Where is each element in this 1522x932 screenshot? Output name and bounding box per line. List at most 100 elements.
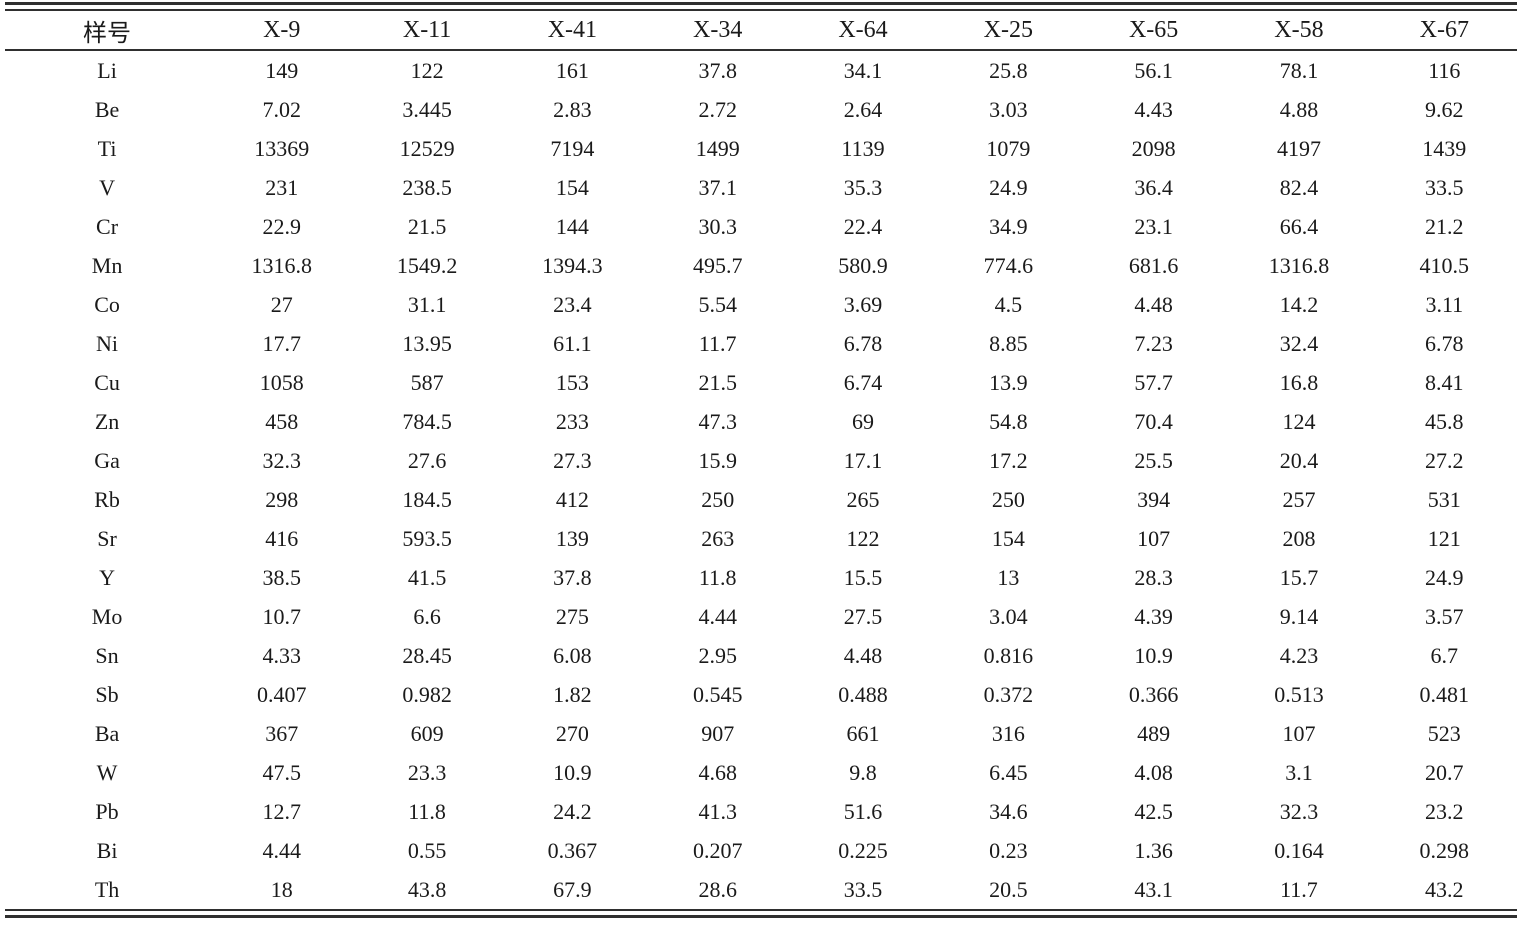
table-row: Ti 13369 12529 7194 1499 1139 1079 2098 4197 1439 <box>5 129 1517 168</box>
value-cell: 4.5 <box>994 291 1023 317</box>
value-cell: 61.1 <box>553 330 592 356</box>
value-cell: 41.5 <box>407 564 447 590</box>
element-label: Sr <box>97 525 117 551</box>
value-cell: 2.83 <box>553 96 592 122</box>
value-cell: 107 <box>1282 720 1316 746</box>
value-cell: 34.6 <box>989 798 1028 824</box>
value-cell: 4.33 <box>262 642 302 668</box>
value-cell: 263 <box>701 525 735 551</box>
value-cell: 124 <box>1282 408 1316 434</box>
value-cell: 9.62 <box>1425 96 1464 122</box>
element-label: Ga <box>94 447 120 473</box>
value-cell: 22.4 <box>843 213 883 239</box>
value-cell: 4197 <box>1276 135 1321 161</box>
value-cell: 35.3 <box>843 174 883 200</box>
value-cell: 4.48 <box>1134 291 1173 317</box>
element-label: Pb <box>95 798 119 824</box>
value-cell: 16.8 <box>1279 369 1319 395</box>
element-label: Co <box>94 291 120 317</box>
element-label: Zn <box>94 408 120 434</box>
value-cell: 21.5 <box>407 213 447 239</box>
value-cell: 2.64 <box>843 96 883 122</box>
value-cell: 37.1 <box>698 174 737 200</box>
value-cell: 7.02 <box>262 96 302 122</box>
value-cell: 37.8 <box>698 57 737 83</box>
value-cell: 661 <box>846 720 880 746</box>
value-cell: 3.11 <box>1425 291 1464 317</box>
value-cell: 10.9 <box>1134 642 1173 668</box>
value-cell: 28.6 <box>698 876 737 902</box>
table-row: V 231 238.5 154 37.1 35.3 24.9 36.4 82.4 33.5 <box>5 168 1517 207</box>
table-row: Th 18 43.8 67.9 28.6 33.5 20.5 43.1 11.7 43.2 <box>5 870 1517 909</box>
value-cell: 4.39 <box>1134 603 1173 629</box>
value-cell: 12.7 <box>262 798 302 824</box>
value-cell: 153 <box>555 369 589 395</box>
value-cell: 122 <box>410 57 444 83</box>
element-label: Y <box>99 564 115 590</box>
value-cell: 24.2 <box>553 798 592 824</box>
value-cell: 21.5 <box>698 369 737 395</box>
trace-element-table: 样号 X-9 X-11 X-41 X-34 X-64 X-25 X-65 X-58 X-67 Li… <box>5 11 1517 909</box>
table-bottom-rule <box>5 909 1517 918</box>
value-cell: 6.08 <box>553 642 592 668</box>
table-row: Zn 458 784.5 233 47.3 69 54.8 70.4 124 45.8 <box>5 402 1517 441</box>
value-cell: 6.78 <box>1425 330 1464 356</box>
value-cell: 107 <box>1137 525 1171 551</box>
value-cell: 593.5 <box>402 525 452 551</box>
value-cell: 774.6 <box>983 252 1034 278</box>
value-cell: 412 <box>555 486 589 512</box>
value-cell: 36.4 <box>1134 174 1173 200</box>
value-cell: 17.2 <box>989 447 1028 473</box>
value-cell: 609 <box>410 720 444 746</box>
element-label: Cr <box>96 213 119 239</box>
value-cell: 257 <box>1282 486 1316 512</box>
value-cell: 11.8 <box>408 798 446 824</box>
value-cell: 3.69 <box>843 291 883 317</box>
value-cell: 27.3 <box>553 447 592 473</box>
sample-column-header: X-25 <box>983 16 1033 43</box>
value-cell: 4.44 <box>698 603 737 629</box>
value-cell: 4.23 <box>1279 642 1319 668</box>
value-cell: 4.43 <box>1134 96 1173 122</box>
value-cell: 10.9 <box>553 759 592 785</box>
table-row: Sb 0.407 0.982 1.82 0.545 0.488 0.372 0.366 0.51… <box>5 675 1517 714</box>
value-cell: 231 <box>265 174 299 200</box>
value-cell: 1316.8 <box>1268 252 1330 278</box>
value-cell: 32.3 <box>1279 798 1319 824</box>
value-cell: 43.1 <box>1134 876 1173 902</box>
value-cell: 1439 <box>1422 135 1467 161</box>
value-cell: 41.3 <box>698 798 737 824</box>
value-cell: 54.8 <box>989 408 1028 434</box>
value-cell: 2098 <box>1131 135 1176 161</box>
value-cell: 12529 <box>399 135 455 161</box>
value-cell: 208 <box>1282 525 1316 551</box>
value-cell: 82.4 <box>1279 174 1319 200</box>
table-row: Pb 12.7 11.8 24.2 41.3 51.6 34.6 42.5 32.3 23.2 <box>5 792 1517 831</box>
table-row: Ga 32.3 27.6 27.3 15.9 17.1 17.2 25.5 20.4 27.2 <box>5 441 1517 480</box>
element-label: Rb <box>94 486 120 512</box>
value-cell: 1394.3 <box>542 252 603 278</box>
table-row: Be 7.02 3.445 2.83 2.72 2.64 3.03 4.43 4.88 9.62 <box>5 90 1517 129</box>
value-cell: 6.6 <box>413 603 441 629</box>
sample-column-header: X-34 <box>693 16 743 43</box>
value-cell: 1058 <box>259 369 304 395</box>
value-cell: 6.7 <box>1430 642 1459 668</box>
element-label: V <box>99 174 115 200</box>
value-cell: 51.6 <box>843 798 883 824</box>
value-cell: 13369 <box>254 135 310 161</box>
value-cell: 4.08 <box>1134 759 1173 785</box>
value-cell: 56.1 <box>1134 57 1173 83</box>
value-cell: 784.5 <box>402 408 452 434</box>
value-cell: 154 <box>991 525 1025 551</box>
value-cell: 78.1 <box>1279 57 1319 83</box>
table-row: Co 27 31.1 23.4 5.54 3.69 4.5 4.48 14.2 3.11 <box>5 285 1517 324</box>
value-cell: 0.513 <box>1274 681 1324 707</box>
value-cell: 0.55 <box>407 837 447 863</box>
element-label: Sn <box>95 642 119 668</box>
value-cell: 43.2 <box>1425 876 1464 902</box>
table-row: Mo 10.7 6.6 275 4.44 27.5 3.04 4.39 9.14 3.57 <box>5 597 1517 636</box>
value-cell: 28.45 <box>402 642 452 668</box>
element-label: W <box>96 759 118 785</box>
value-cell: 21.2 <box>1425 213 1464 239</box>
value-cell: 4.48 <box>843 642 883 668</box>
